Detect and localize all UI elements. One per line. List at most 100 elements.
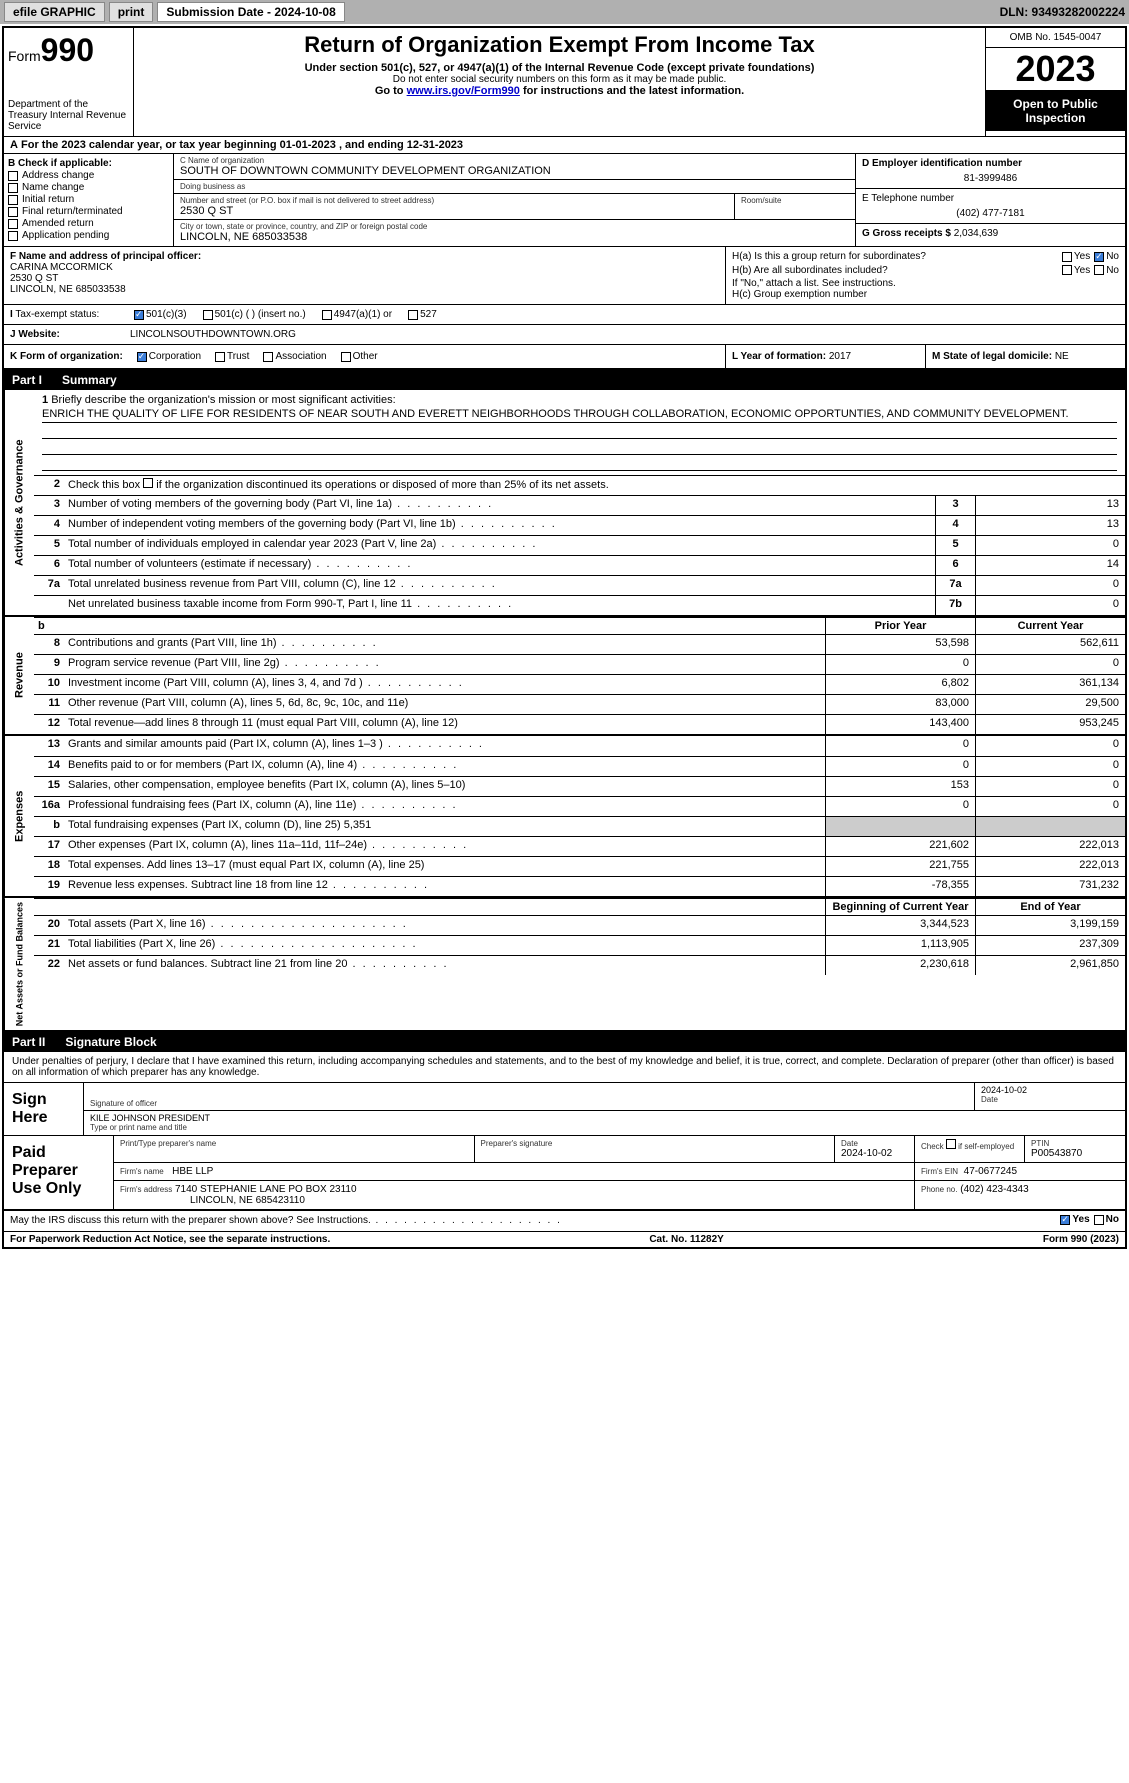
- lbl-527: 527: [420, 309, 437, 320]
- m-value: NE: [1055, 351, 1069, 362]
- l11-c: 29,500: [975, 695, 1125, 714]
- lbl-corp: Corporation: [149, 351, 201, 362]
- irs-link[interactable]: www.irs.gov/Form990: [407, 85, 520, 97]
- paid-preparer-block: Paid Preparer Use Only Print/Type prepar…: [4, 1136, 1125, 1211]
- ha-yes[interactable]: [1062, 252, 1072, 262]
- l15-c: 0: [975, 777, 1125, 796]
- city-value: LINCOLN, NE 685033538: [180, 231, 849, 243]
- side-netassets: Net Assets or Fund Balances: [4, 898, 34, 1030]
- org-name-label: C Name of organization: [180, 156, 849, 165]
- part1-title: Summary: [62, 373, 117, 387]
- chk-other[interactable]: [341, 352, 351, 362]
- chk-501c3[interactable]: [134, 310, 144, 320]
- hb-no[interactable]: [1094, 265, 1104, 275]
- l2-text: Check this box if the organization disco…: [68, 479, 609, 491]
- part1-num: Part I: [12, 373, 42, 387]
- goto-pre: Go to: [375, 85, 407, 97]
- mission-q: Briefly describe the organization's miss…: [51, 394, 395, 406]
- l15-text: Salaries, other compensation, employee b…: [64, 777, 825, 796]
- chk-527[interactable]: [408, 310, 418, 320]
- dln: DLN: 93493282002224: [1000, 5, 1125, 19]
- discuss-yes[interactable]: [1060, 1215, 1070, 1225]
- chk-app-pending[interactable]: [8, 231, 18, 241]
- print-btn[interactable]: print: [109, 2, 154, 22]
- begin-year-head: Beginning of Current Year: [825, 899, 975, 915]
- sig-date-label: Date: [981, 1095, 1119, 1104]
- expenses-section: Expenses 13Grants and similar amounts pa…: [4, 736, 1125, 898]
- ha-label: H(a) Is this a group return for subordin…: [732, 251, 926, 265]
- chk-initial-return[interactable]: [8, 195, 18, 205]
- klm-row: K Form of organization: Corporation Trus…: [4, 345, 1125, 370]
- sig-date: 2024-10-02: [981, 1085, 1119, 1095]
- l22-p: 2,230,618: [825, 956, 975, 975]
- l16a-p: 0: [825, 797, 975, 816]
- discuss-text: May the IRS discuss this return with the…: [10, 1215, 562, 1226]
- city-label: City or town, state or province, country…: [180, 222, 849, 231]
- chk-trust[interactable]: [215, 352, 225, 362]
- prep-date: 2024-10-02: [841, 1148, 908, 1159]
- discuss-row: May the IRS discuss this return with the…: [4, 1211, 1125, 1232]
- hb-note: If "No," attach a list. See instructions…: [732, 278, 1119, 289]
- l9-c: 0: [975, 655, 1125, 674]
- footer-row: For Paperwork Reduction Act Notice, see …: [4, 1232, 1125, 1247]
- website-row: J Website: LINCOLNSOUTHDOWNTOWN.ORG: [4, 325, 1125, 345]
- ha-no[interactable]: [1094, 252, 1104, 262]
- chk-assoc[interactable]: [263, 352, 273, 362]
- l17-p: 221,602: [825, 837, 975, 856]
- period-text: For the 2023 calendar year, or tax year …: [21, 139, 463, 151]
- hc-label: H(c) Group exemption number: [732, 289, 1119, 300]
- chk-corp[interactable]: [137, 352, 147, 362]
- l16b-p: [825, 817, 975, 836]
- officer-addr: 2530 Q ST: [10, 273, 58, 284]
- mission-blank2: [42, 439, 1117, 455]
- chk-501c[interactable]: [203, 310, 213, 320]
- lbl-4947: 4947(a)(1) or: [334, 309, 392, 320]
- officer-city: LINCOLN, NE 685033538: [10, 284, 126, 295]
- lbl-amended: Amended return: [22, 218, 94, 229]
- prep-date-label: Date: [841, 1139, 908, 1148]
- efile-btn[interactable]: efile GRAPHIC: [4, 2, 105, 22]
- l22-text: Net assets or fund balances. Subtract li…: [64, 956, 825, 975]
- revenue-section: Revenue bPrior YearCurrent Year 8Contrib…: [4, 617, 1125, 736]
- room-label: Room/suite: [741, 196, 849, 205]
- chk-self-employed[interactable]: [946, 1139, 956, 1149]
- sig-intro: Under penalties of perjury, I declare th…: [4, 1052, 1125, 1083]
- l8-text: Contributions and grants (Part VIII, lin…: [64, 635, 825, 654]
- chk-address-change[interactable]: [8, 171, 18, 181]
- chk-4947[interactable]: [322, 310, 332, 320]
- chk-discontinued[interactable]: [143, 478, 153, 488]
- l12-text: Total revenue—add lines 8 through 11 (mu…: [64, 715, 825, 734]
- firm-name: HBE LLP: [172, 1166, 213, 1177]
- firm-name-label: Firm's name: [120, 1167, 164, 1176]
- hb-yes[interactable]: [1062, 265, 1072, 275]
- firm-addr: 7140 STEPHANIE LANE PO BOX 23110: [175, 1184, 357, 1195]
- sign-here-block: Sign Here Signature of officer 2024-10-0…: [4, 1083, 1125, 1136]
- phone-value: (402) 477-7181: [862, 208, 1119, 219]
- ein-value: 81-3999486: [862, 173, 1119, 184]
- ptin-label: PTIN: [1031, 1139, 1119, 1148]
- firm-addr-label: Firm's address: [120, 1185, 172, 1194]
- discuss-no[interactable]: [1094, 1215, 1104, 1225]
- l-value: 2017: [829, 351, 851, 362]
- firm-ein-label: Firm's EIN: [921, 1167, 958, 1176]
- l14-c: 0: [975, 757, 1125, 776]
- part2-header: Part II Signature Block: [4, 1032, 1125, 1052]
- l7b-val: 0: [975, 596, 1125, 615]
- paid-label: Paid Preparer Use Only: [4, 1136, 114, 1209]
- sig-officer-label: Signature of officer: [90, 1099, 968, 1108]
- l20-p: 3,344,523: [825, 916, 975, 935]
- l14-text: Benefits paid to or for members (Part IX…: [64, 757, 825, 776]
- l10-p: 6,802: [825, 675, 975, 694]
- chk-final-return[interactable]: [8, 207, 18, 217]
- lbl-final-return: Final return/terminated: [22, 206, 123, 217]
- footer-left: For Paperwork Reduction Act Notice, see …: [10, 1234, 330, 1245]
- mission-blank1: [42, 423, 1117, 439]
- prep-name-label: Print/Type preparer's name: [120, 1139, 468, 1148]
- form-number: 990: [41, 32, 94, 68]
- l7b-text: Net unrelated business taxable income fr…: [64, 596, 935, 615]
- chk-amended[interactable]: [8, 219, 18, 229]
- chk-name-change[interactable]: [8, 183, 18, 193]
- governance-section: Activities & Governance 1 Briefly descri…: [4, 390, 1125, 617]
- box-b-label: B Check if applicable:: [8, 158, 112, 169]
- lbl-501c: 501(c) ( ) (insert no.): [215, 309, 306, 320]
